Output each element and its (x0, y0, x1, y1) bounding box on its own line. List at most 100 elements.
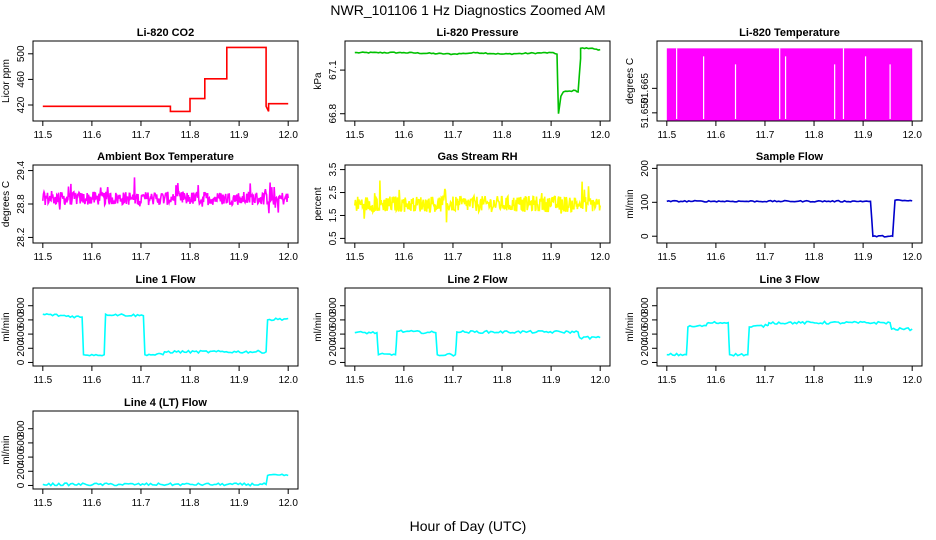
panel-line-4-lt-flow-ytick-label-4: 800 (16, 420, 27, 437)
panel-li-820-pressure-xtick-label-2: 11.7 (444, 130, 463, 141)
panel-li-820-co2-ylabel: Licor ppm (1, 59, 12, 103)
panel-gas-stream-rh-title: Gas Stream RH (437, 151, 517, 163)
panel-li-820-temperature-xtick-label-2: 11.7 (756, 130, 775, 141)
panel-ambient-box-temperature-ytick-label-1: 28.8 (16, 194, 27, 214)
panel-line-1-flow-series-0 (42, 312, 289, 357)
panel-line-1-flow-ytick-label-4: 800 (16, 297, 27, 314)
panel-line-3-flow: Line 3 Flow ml/min 11.5 11.6 11.7 11.8 11.9 12.… (625, 274, 923, 386)
panel-line-3-flow-xtick-label-2: 11.7 (756, 375, 775, 386)
panel-sample-flow-xtick-label-2: 11.7 (756, 252, 775, 263)
panel-line-1-flow-data (42, 312, 289, 357)
panel-li-820-temperature-ytick-label-1: 51.665 (640, 73, 651, 104)
panel-li-820-pressure-title: Li-820 Pressure (437, 27, 519, 39)
panel-line-4-lt-flow-ytick-label-2: 400 (16, 448, 27, 465)
panel-line-1-flow-ytick-label-2: 400 (16, 325, 27, 342)
panel-li-820-pressure: Li-820 Pressure kPa 11.5 11.6 11.7 11.8 11.9 12… (313, 27, 611, 141)
panel-gas-stream-rh: Gas Stream RH percent 11.5 11.6 11.7 11.8 11.9… (313, 151, 611, 263)
panel-li-820-pressure-ylabel: kPa (313, 72, 324, 90)
panel-line-1-flow-ytick-label-0: 0 (16, 359, 27, 365)
panel-li-820-temperature-xtick-label-1: 11.6 (707, 130, 726, 141)
panel-ambient-box-temperature-series-0 (42, 177, 289, 214)
panel-li-820-pressure-xtick-label-3: 11.8 (493, 130, 512, 141)
panel-ambient-box-temperature-data (42, 177, 289, 214)
panel-li-820-temperature-ylabel: degrees C (625, 58, 636, 104)
panel-line-4-lt-flow-xtick-label-1: 11.6 (83, 498, 102, 509)
panel-gas-stream-rh-ylabel: percent (313, 187, 324, 221)
panel-li-820-co2-xtick-label-1: 11.6 (83, 130, 102, 141)
panel-line-1-flow: Line 1 Flow ml/min 11.5 11.6 11.7 11.8 11.9 12.… (1, 274, 299, 386)
panel-gas-stream-rh-xtick-label-2: 11.7 (444, 252, 463, 263)
panel-li-820-co2-xtick-label-3: 11.8 (181, 130, 200, 141)
panel-gas-stream-rh-ytick-label-0: 0.5 (328, 231, 339, 245)
panels-grid: Li-820 CO2 Licor ppm 11.5 11.6 11.7 11.8 11.9 1… (1, 27, 923, 509)
panel-ambient-box-temperature-xtick-label-2: 11.7 (132, 252, 151, 263)
panel-line-2-flow-xtick-label-4: 11.9 (542, 375, 561, 386)
panel-line-4-lt-flow-ytick-label-0: 0 (16, 482, 27, 488)
panel-line-3-flow-ytick-label-0: 0 (640, 359, 651, 365)
panel-sample-flow: Sample Flow ml/min 11.5 11.6 11.7 11.8 11.9 12.… (625, 151, 923, 263)
panel-li-820-temperature: Li-820 Temperature degrees C 11.5 11.6 11.7 1… (625, 27, 923, 141)
panel-li-820-co2-series-0 (42, 46, 289, 113)
panel-li-820-co2-ytick-label-2: 500 (16, 45, 27, 62)
panel-sample-flow-ytick-label-0: 0 (640, 233, 651, 239)
panel-li-820-temperature-series-0 (666, 48, 913, 121)
panel-sample-flow-xtick-label-0: 11.5 (657, 252, 676, 263)
panel-line-2-flow-xtick-label-3: 11.8 (493, 375, 512, 386)
panel-line-3-flow-series-0 (666, 320, 913, 357)
panel-li-820-co2-ytick-label-0: 420 (16, 96, 27, 113)
panel-li-820-temperature-ytick-label-0: 51.650 (640, 97, 651, 128)
panel-line-2-flow-ytick-label-0: 0 (328, 359, 339, 365)
panel-line-2-flow-xtick-label-1: 11.6 (395, 375, 414, 386)
panel-line-4-lt-flow-xtick-label-0: 11.5 (33, 498, 52, 509)
panel-gas-stream-rh-ytick-label-3: 3.5 (328, 162, 339, 176)
panel-gas-stream-rh-ytick-label-2: 2.5 (328, 185, 339, 199)
panel-li-820-temperature-xtick-label-0: 11.5 (657, 130, 676, 141)
panel-gas-stream-rh-xtick-label-5: 12.0 (590, 252, 610, 263)
panel-line-4-lt-flow-frame (32, 410, 299, 490)
panel-ambient-box-temperature-ytick-label-0: 28.2 (16, 227, 27, 247)
panel-line-3-flow-ytick-label-2: 400 (640, 325, 651, 342)
panel-li-820-temperature-frame (656, 40, 923, 122)
panel-line-2-flow: Line 2 Flow ml/min 11.5 11.6 11.7 11.8 11.9 12.… (313, 274, 611, 386)
panel-gas-stream-rh-xtick-label-4: 11.9 (542, 252, 561, 263)
panel-li-820-co2-ytick-label-1: 460 (16, 71, 27, 88)
panel-ambient-box-temperature-ylabel: degrees C (1, 181, 12, 227)
panel-sample-flow-ylabel: ml/min (625, 189, 636, 218)
panel-sample-flow-xtick-label-4: 11.9 (854, 252, 873, 263)
panel-ambient-box-temperature-xtick-label-5: 12.0 (278, 252, 298, 263)
panel-line-2-flow-ytick-label-1: 200 (328, 339, 339, 356)
panel-gas-stream-rh-xtick-label-3: 11.8 (493, 252, 512, 263)
figure-title: NWR_101106 1 Hz Diagnostics Zoomed AM (330, 2, 605, 18)
panel-li-820-pressure-xtick-label-0: 11.5 (345, 130, 364, 141)
panel-ambient-box-temperature-xtick-label-3: 11.8 (181, 252, 200, 263)
panel-line-3-flow-title: Line 3 Flow (760, 274, 820, 286)
panel-sample-flow-data (666, 198, 913, 238)
panel-line-1-flow-ylabel: ml/min (1, 312, 12, 341)
panel-line-2-flow-ytick-label-3: 600 (328, 311, 339, 328)
panel-line-3-flow-ytick-label-1: 200 (640, 339, 651, 356)
panel-line-3-flow-data (666, 320, 913, 357)
panel-line-3-flow-xtick-label-0: 11.5 (657, 375, 676, 386)
panel-ambient-box-temperature: Ambient Box Temperature degrees C 11.5 11.6… (1, 151, 299, 263)
panel-sample-flow-title: Sample Flow (756, 151, 824, 163)
panel-line-1-flow-xtick-label-5: 12.0 (278, 375, 298, 386)
panel-line-2-flow-xtick-label-2: 11.7 (444, 375, 463, 386)
panel-ambient-box-temperature-xtick-label-1: 11.6 (83, 252, 102, 263)
panel-line-4-lt-flow-ylabel: ml/min (1, 435, 12, 464)
panel-sample-flow-xtick-label-3: 11.8 (805, 252, 824, 263)
panel-li-820-temperature-xtick-label-5: 12.0 (902, 130, 922, 141)
panel-line-4-lt-flow-xtick-label-4: 11.9 (230, 498, 249, 509)
panel-line-1-flow-xtick-label-3: 11.8 (181, 375, 200, 386)
panel-line-4-lt-flow-ytick-label-3: 600 (16, 434, 27, 451)
panel-li-820-temperature-data (666, 48, 913, 121)
panel-gas-stream-rh-ytick-label-1: 1.5 (328, 208, 339, 222)
panel-sample-flow-series-0 (666, 198, 913, 238)
panel-li-820-pressure-ytick-label-1: 67.1 (328, 60, 339, 80)
panel-li-820-co2-data (42, 46, 289, 113)
panel-li-820-pressure-xtick-label-4: 11.9 (542, 130, 561, 141)
x-axis-label: Hour of Day (UTC) (410, 518, 527, 534)
panel-line-4-lt-flow-ytick-label-1: 200 (16, 462, 27, 479)
panel-sample-flow-ytick-label-2: 200 (640, 160, 651, 177)
panel-li-820-co2-frame (32, 40, 299, 122)
